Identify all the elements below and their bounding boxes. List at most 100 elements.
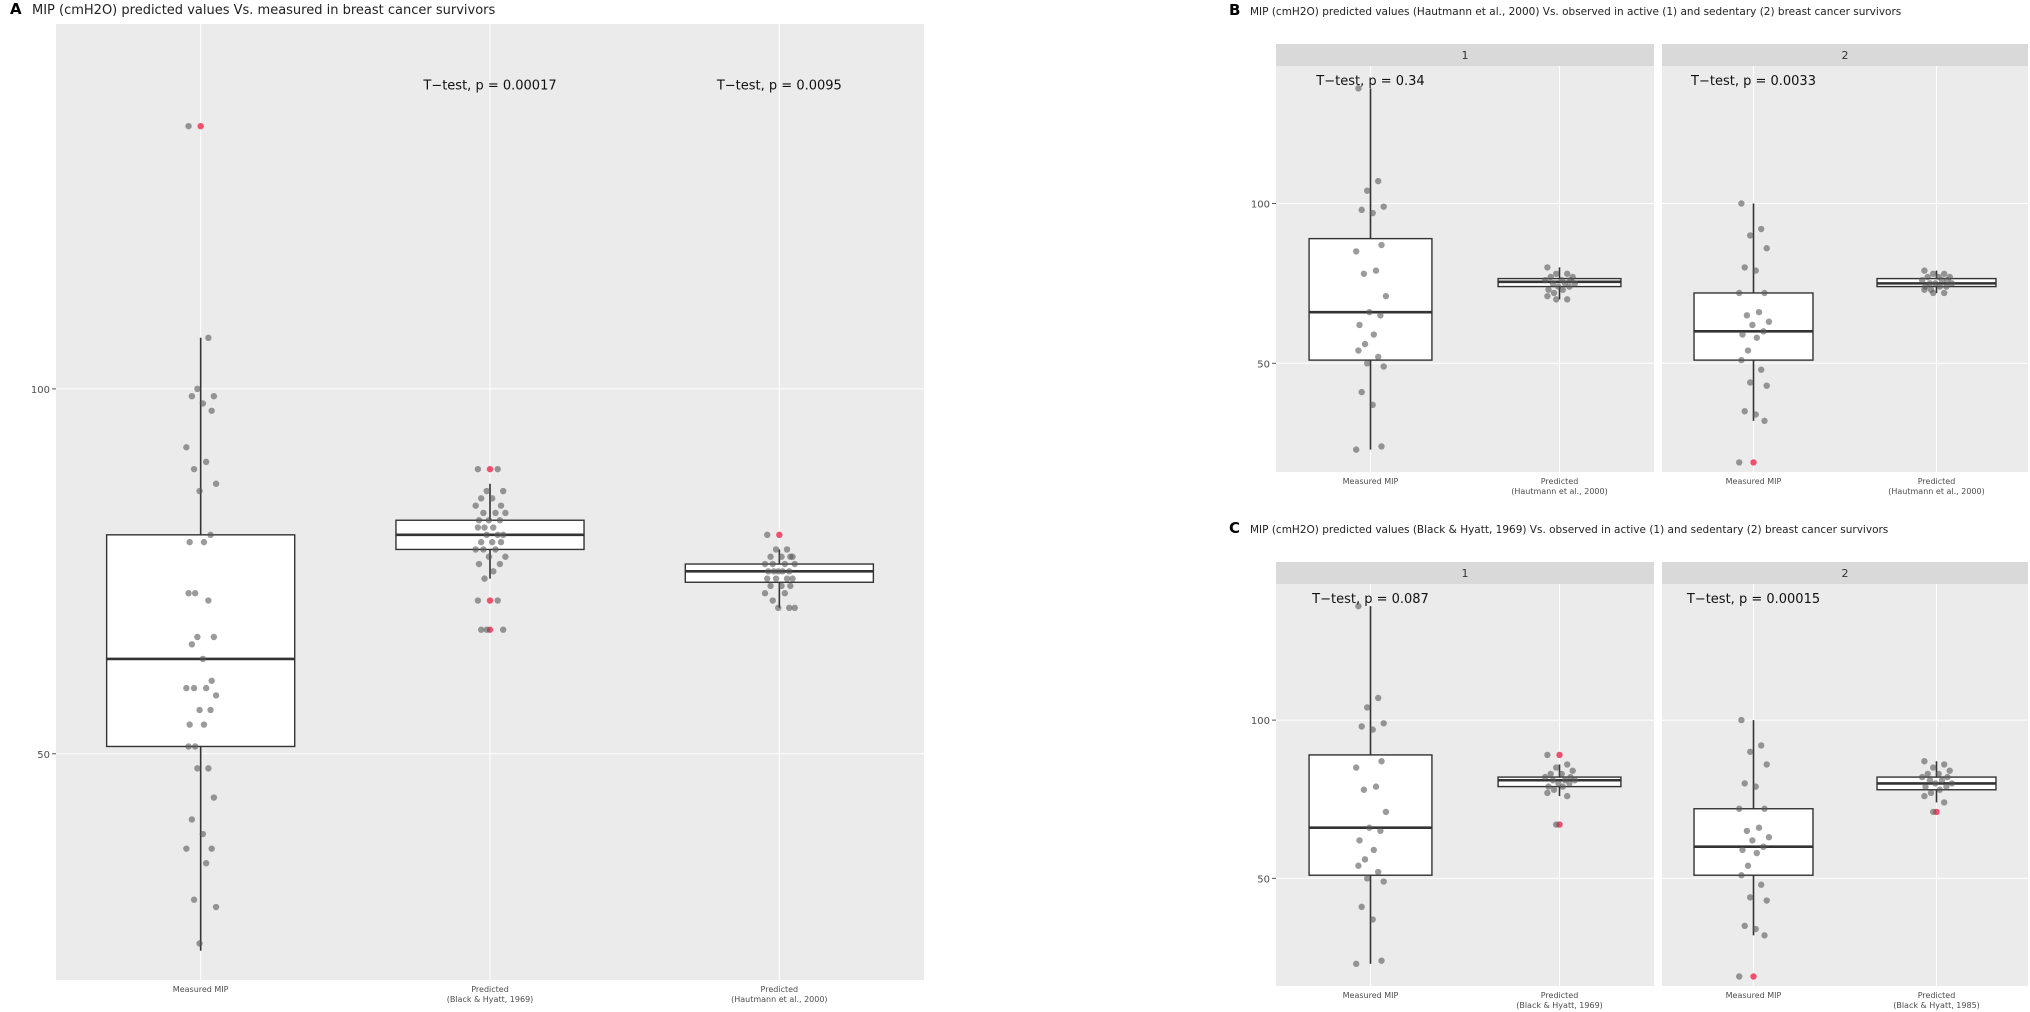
data-point: [1542, 276, 1549, 284]
data-point: [1739, 846, 1746, 854]
data-point: [490, 524, 497, 531]
facet-strip-label: 2: [1842, 567, 1849, 580]
data-point: [188, 816, 196, 823]
data-point: [196, 940, 203, 947]
data-point: [1924, 770, 1931, 778]
data-point: [186, 538, 193, 546]
data-point: [1353, 960, 1360, 968]
facet-strip: [1276, 44, 1654, 66]
data-point: [207, 531, 214, 539]
data-point: [1355, 602, 1362, 610]
data-point: [1736, 289, 1743, 297]
data-point: [478, 495, 485, 502]
data-point: [496, 517, 504, 524]
data-point: [190, 684, 198, 692]
data-point: [1353, 248, 1360, 255]
data-point: [1924, 273, 1931, 281]
panel-c-label: C: [1229, 519, 1240, 537]
outlier-point: [486, 597, 494, 604]
data-point: [775, 568, 782, 575]
x-tick-label: Predicted (Black & Hyatt, 1985): [1893, 991, 1980, 1010]
ttest-annotation: T−test, p = 0.087: [1311, 592, 1429, 607]
data-point: [791, 560, 798, 568]
x-tick-label: Predicted (Black & Hyatt, 1969): [447, 985, 534, 1004]
data-point: [1741, 264, 1748, 271]
ttest-annotation: T−test, p = 0.00015: [1686, 592, 1820, 607]
data-point: [1378, 241, 1385, 249]
data-point: [786, 568, 793, 575]
data-point: [489, 495, 496, 502]
data-point: [1375, 353, 1382, 361]
data-point: [761, 590, 769, 597]
data-point: [207, 706, 214, 714]
data-point: [492, 546, 499, 553]
data-point: [1555, 283, 1562, 290]
data-point: [485, 517, 493, 524]
data-point: [1941, 799, 1948, 806]
chart-c: 1 50 100 Measured MIP Predicted (Black & Hyat…: [1251, 562, 2028, 1010]
data-point: [492, 509, 499, 517]
data-point: [210, 633, 218, 641]
data-point: [1369, 916, 1376, 923]
y-tick-label: 50: [37, 750, 50, 761]
data-point: [770, 568, 778, 575]
data-point: [1736, 459, 1743, 466]
data-point: [1358, 388, 1365, 396]
data-point: [1926, 280, 1934, 287]
x-tick-label: Predicted (Black & Hyatt, 1969): [1516, 991, 1603, 1010]
outlier-point: [776, 531, 783, 539]
data-point: [494, 597, 501, 604]
data-point: [1378, 758, 1385, 765]
data-point: [205, 334, 212, 342]
data-point: [200, 538, 208, 546]
data-point: [1758, 225, 1765, 233]
data-point: [1941, 761, 1948, 768]
data-point: [1364, 187, 1371, 194]
data-point: [1545, 783, 1552, 790]
data-point: [769, 597, 776, 604]
y-tick-label: 50: [1257, 359, 1270, 370]
data-point: [472, 502, 479, 509]
data-point: [1564, 270, 1571, 277]
data-point: [1550, 786, 1558, 793]
data-point: [1749, 321, 1756, 329]
data-point: [1765, 834, 1773, 841]
data-point: [1760, 843, 1767, 850]
data-point: [194, 633, 201, 641]
data-point: [1544, 789, 1551, 797]
data-point: [1370, 846, 1378, 854]
data-point: [1930, 764, 1937, 771]
ttest-annotation: T−test, p = 0.0033: [1690, 74, 1816, 89]
x-tick-label: Measured MIP: [1726, 991, 1782, 1000]
data-point: [194, 385, 201, 393]
data-point: [497, 538, 505, 546]
data-point: [208, 407, 215, 414]
data-point: [1355, 347, 1362, 354]
data-point: [1941, 270, 1948, 277]
data-point: [791, 604, 798, 612]
data-point: [1375, 868, 1382, 876]
data-point: [480, 546, 487, 553]
data-point: [1555, 780, 1562, 787]
panel-a-title: MIP (cmH2O) predicted values Vs. measure…: [32, 3, 496, 18]
data-point: [1370, 331, 1378, 338]
data-point: [1567, 773, 1574, 781]
data-point: [772, 546, 780, 553]
data-point: [1544, 264, 1551, 271]
data-point: [767, 582, 774, 590]
plot-panel-background: [1662, 66, 2028, 472]
data-point: [1763, 897, 1770, 904]
data-point: [494, 531, 501, 539]
data-point: [1921, 758, 1928, 765]
data-point: [212, 480, 220, 487]
data-point: [481, 524, 488, 531]
data-point: [186, 721, 193, 728]
data-point: [1736, 973, 1743, 980]
facet-strip: [1662, 44, 2028, 66]
panel-b-label: B: [1229, 1, 1240, 19]
data-point: [1739, 331, 1746, 338]
data-point: [1549, 777, 1557, 784]
data-point: [787, 553, 794, 560]
data-point: [1948, 780, 1956, 787]
data-point: [199, 400, 207, 407]
